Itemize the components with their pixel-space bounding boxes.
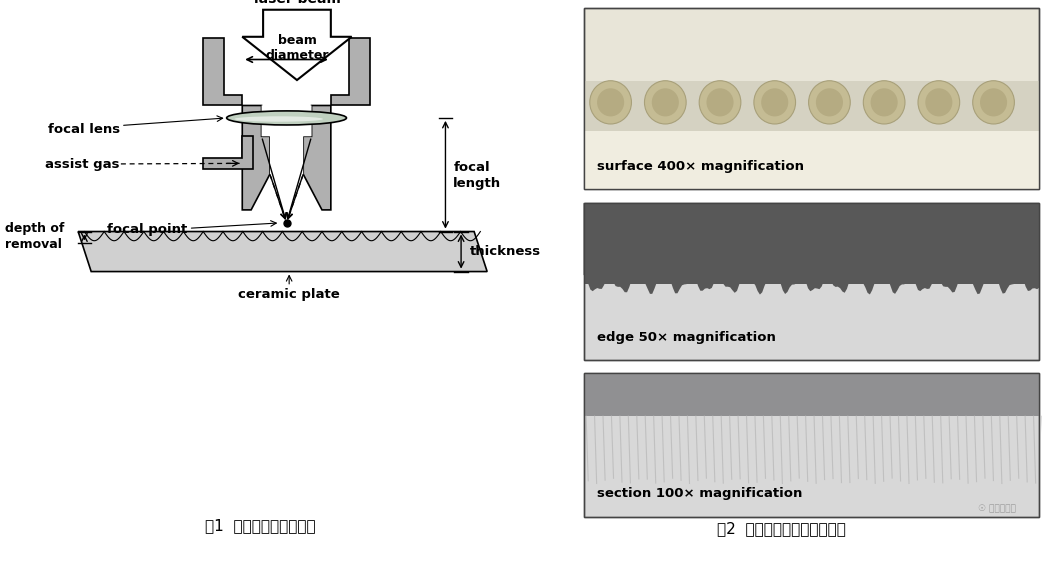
Bar bbox=[584, 203, 1039, 285]
Text: focal lens: focal lens bbox=[48, 123, 120, 136]
Text: 图2  划片陶瓷表面及断裂形貌: 图2 划片陶瓷表面及断裂形貌 bbox=[717, 522, 846, 537]
Circle shape bbox=[870, 88, 897, 116]
Circle shape bbox=[972, 81, 1015, 124]
Text: ceramic plate: ceramic plate bbox=[239, 288, 340, 301]
Bar bbox=[584, 203, 1039, 360]
Circle shape bbox=[925, 88, 952, 116]
Polygon shape bbox=[203, 38, 242, 105]
Circle shape bbox=[706, 88, 734, 116]
Circle shape bbox=[644, 81, 686, 124]
Circle shape bbox=[918, 81, 960, 124]
Polygon shape bbox=[584, 203, 1039, 295]
Text: depth of
removal: depth of removal bbox=[5, 222, 65, 252]
Text: 图1  激光陶瓷划片原理图: 图1 激光陶瓷划片原理图 bbox=[205, 518, 316, 533]
Ellipse shape bbox=[234, 116, 323, 122]
Ellipse shape bbox=[226, 111, 346, 125]
Circle shape bbox=[816, 88, 843, 116]
Text: edge 50× magnification: edge 50× magnification bbox=[596, 330, 775, 343]
Circle shape bbox=[809, 81, 850, 124]
Text: surface 400× magnification: surface 400× magnification bbox=[596, 160, 803, 173]
Bar bbox=[584, 8, 1039, 189]
Circle shape bbox=[699, 81, 741, 124]
Circle shape bbox=[590, 81, 631, 124]
Bar bbox=[584, 373, 1039, 517]
Circle shape bbox=[753, 81, 796, 124]
Text: focal
length: focal length bbox=[453, 161, 501, 191]
Polygon shape bbox=[242, 105, 270, 210]
Text: laser beam: laser beam bbox=[253, 0, 341, 6]
Polygon shape bbox=[78, 232, 487, 272]
Bar bbox=[584, 373, 1039, 416]
Bar bbox=[584, 8, 1039, 189]
Text: beam
diameter: beam diameter bbox=[266, 34, 328, 62]
Circle shape bbox=[979, 88, 1007, 116]
Bar bbox=[584, 373, 1039, 517]
Bar bbox=[584, 81, 1039, 131]
Polygon shape bbox=[303, 105, 330, 210]
Text: thickness: thickness bbox=[470, 245, 541, 258]
Text: section 100× magnification: section 100× magnification bbox=[596, 487, 802, 500]
Circle shape bbox=[761, 88, 788, 116]
Polygon shape bbox=[242, 10, 352, 80]
Text: focal point: focal point bbox=[107, 223, 188, 236]
Text: ☉ 艾邦陶瓷展: ☉ 艾邦陶瓷展 bbox=[978, 504, 1016, 513]
Polygon shape bbox=[262, 105, 312, 210]
Circle shape bbox=[863, 81, 904, 124]
Bar bbox=[584, 203, 1039, 360]
Circle shape bbox=[652, 88, 679, 116]
Polygon shape bbox=[330, 38, 370, 105]
Polygon shape bbox=[203, 136, 252, 169]
Text: assist gas: assist gas bbox=[46, 159, 120, 172]
Bar bbox=[584, 131, 1039, 189]
Circle shape bbox=[597, 88, 624, 116]
